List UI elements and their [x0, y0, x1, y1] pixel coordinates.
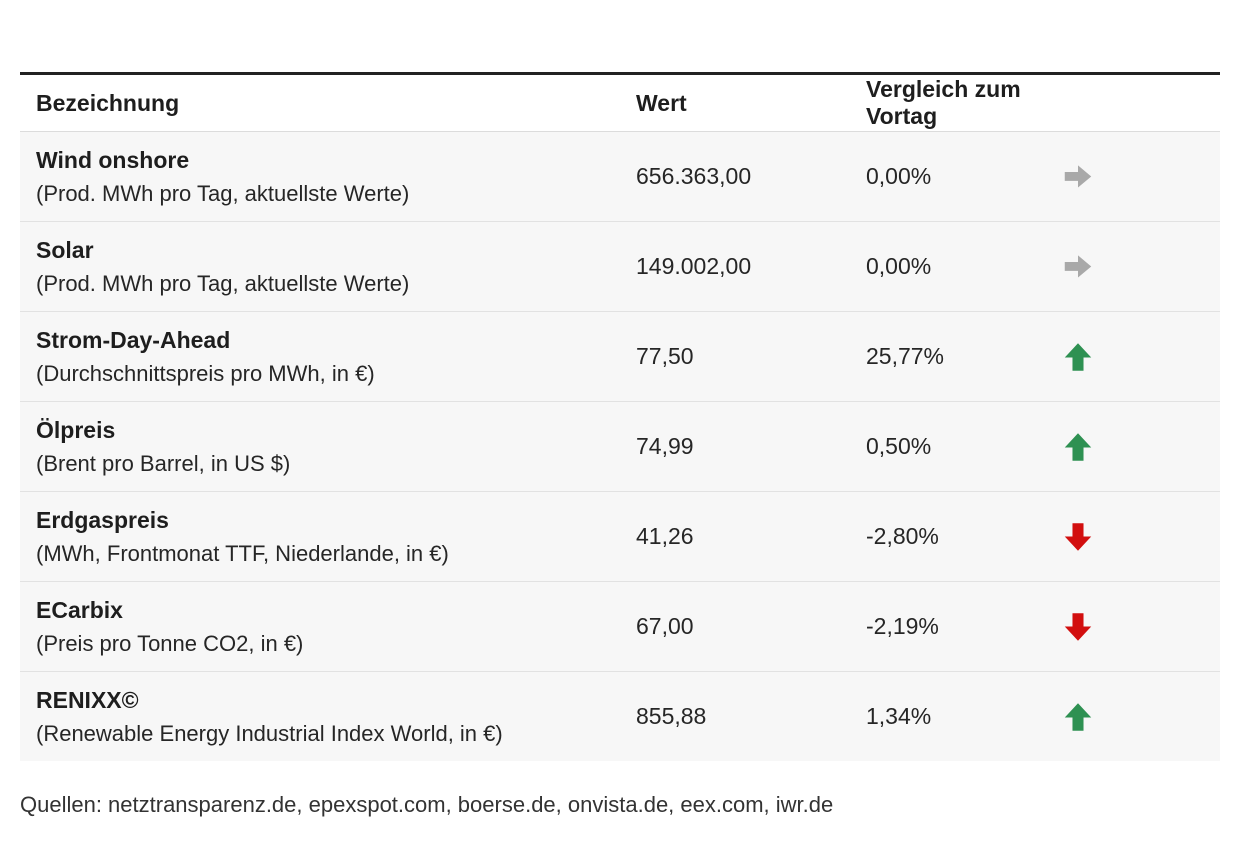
table-row: Erdgaspreis (MWh, Frontmonat TTF, Nieder… — [20, 492, 1220, 582]
arrow-right-icon-graphic — [1064, 164, 1092, 187]
arrow-right-icon-graphic — [1064, 254, 1092, 277]
row-label: Ölpreis (Brent pro Barrel, in US $) — [20, 413, 636, 481]
row-change: -2,19% — [866, 613, 939, 639]
arrow-up-icon-graphic — [1064, 432, 1092, 461]
table-top-rule — [20, 72, 1220, 75]
arrow-up-icon-graphic — [1064, 702, 1092, 731]
row-change: 1,34% — [866, 703, 932, 729]
table-row: ECarbix (Preis pro Tonne CO2, in €) 67,0… — [20, 582, 1220, 672]
data-table: Bezeichnung Wert Vergleich zum Vortag Wi… — [20, 72, 1220, 761]
row-name: Wind onshore — [36, 146, 190, 173]
row-description: (Brent pro Barrel, in US $) — [36, 450, 291, 476]
table-body: Wind onshore (Prod. MWh pro Tag, aktuell… — [20, 132, 1220, 761]
row-label: Erdgaspreis (MWh, Frontmonat TTF, Nieder… — [20, 503, 636, 571]
row-value: 74,99 — [636, 433, 694, 459]
row-label: RENIXX© (Renewable Energy Industrial Ind… — [20, 683, 636, 751]
row-value: 41,26 — [636, 523, 694, 549]
row-description: (Preis pro Tonne CO2, in €) — [36, 630, 304, 656]
row-change: 0,00% — [866, 253, 932, 279]
row-value: 149.002,00 — [636, 253, 752, 279]
table-row: RENIXX© (Renewable Energy Industrial Ind… — [20, 672, 1220, 761]
row-description: (MWh, Frontmonat TTF, Niederlande, in €) — [36, 540, 449, 566]
row-value: 67,00 — [636, 613, 694, 639]
row-label: Solar (Prod. MWh pro Tag, aktuellste Wer… — [20, 233, 636, 301]
arrow-down-icon — [1062, 521, 1220, 553]
row-label: Wind onshore (Prod. MWh pro Tag, aktuell… — [20, 143, 636, 211]
arrow-right-icon — [1062, 161, 1220, 193]
row-value: 656.363,00 — [636, 163, 752, 189]
row-name: Erdgaspreis — [36, 506, 169, 533]
row-name: RENIXX© — [36, 686, 139, 713]
row-description: (Prod. MWh pro Tag, aktuellste Werte) — [36, 270, 410, 296]
table-row: Ölpreis (Brent pro Barrel, in US $) 74,9… — [20, 402, 1220, 492]
table-row: Solar (Prod. MWh pro Tag, aktuellste Wer… — [20, 222, 1220, 312]
row-name: ECarbix — [36, 596, 123, 623]
row-name: Solar — [36, 236, 94, 263]
arrow-up-icon — [1062, 431, 1220, 463]
header-name: Bezeichnung — [36, 89, 180, 116]
row-change: -2,80% — [866, 523, 939, 549]
arrow-up-icon — [1062, 701, 1220, 733]
table-header: Bezeichnung Wert Vergleich zum Vortag — [20, 75, 1220, 132]
row-change: 25,77% — [866, 343, 945, 369]
table-row: Strom-Day-Ahead (Durchschnittspreis pro … — [20, 312, 1220, 402]
row-name: Strom-Day-Ahead — [36, 326, 231, 353]
arrow-down-icon-graphic — [1064, 612, 1092, 641]
row-label: ECarbix (Preis pro Tonne CO2, in €) — [20, 593, 636, 661]
arrow-down-icon-graphic — [1064, 522, 1092, 551]
row-description: (Prod. MWh pro Tag, aktuellste Werte) — [36, 180, 410, 206]
arrow-up-icon — [1062, 341, 1220, 373]
row-change: 0,00% — [866, 163, 932, 189]
row-description: (Durchschnittspreis pro MWh, in €) — [36, 360, 375, 386]
arrow-up-icon-graphic — [1064, 342, 1092, 371]
row-description: (Renewable Energy Industrial Index World… — [36, 720, 503, 746]
row-name: Ölpreis — [36, 416, 116, 443]
sources-footer: Quellen: netztransparenz.de, epexspot.co… — [20, 792, 834, 817]
arrow-right-icon — [1062, 251, 1220, 283]
row-label: Strom-Day-Ahead (Durchschnittspreis pro … — [20, 323, 636, 391]
row-value: 855,88 — [636, 703, 707, 729]
arrow-down-icon — [1062, 611, 1220, 643]
header-change: Vergleich zum Vortag — [866, 76, 1021, 129]
header-value: Wert — [636, 89, 687, 116]
table-row: Wind onshore (Prod. MWh pro Tag, aktuell… — [20, 132, 1220, 222]
row-value: 77,50 — [636, 343, 694, 369]
row-change: 0,50% — [866, 433, 932, 459]
